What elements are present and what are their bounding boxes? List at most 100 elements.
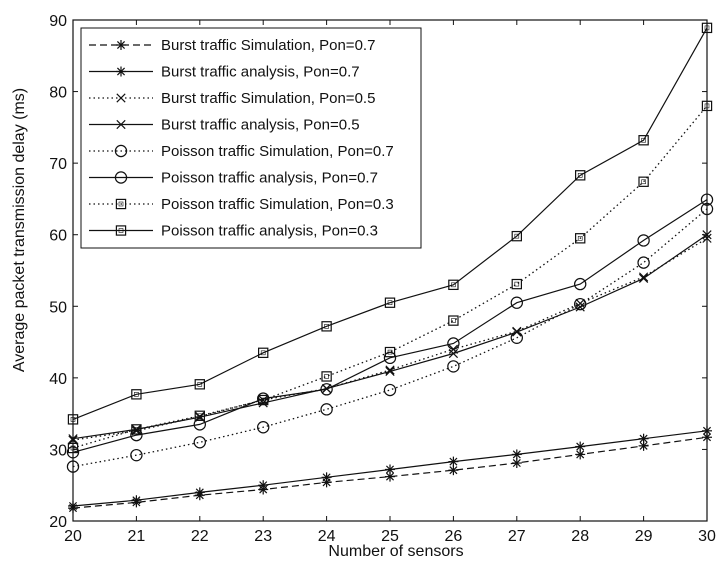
- y-axis-label: Average packet transmission delay (ms): [11, 88, 28, 372]
- data-point: [321, 371, 332, 382]
- data-point: [702, 233, 712, 243]
- legend-label: Poisson traffic Simulation, Pon=0.3: [161, 196, 394, 213]
- legend: Burst traffic Simulation, Pon=0.7 Burst t…: [80, 27, 422, 249]
- legend-entry: Burst traffic analysis, Pon=0.5: [89, 117, 360, 134]
- data-point: [702, 425, 712, 436]
- y-tick-label: 70: [49, 156, 67, 173]
- x-tick-label: 26: [445, 528, 463, 545]
- data-point: [447, 337, 460, 350]
- legend-entry: Burst traffic Simulation, Pon=0.5: [89, 90, 375, 107]
- legend-marker: [115, 225, 127, 236]
- y-tick-label: 50: [49, 299, 67, 316]
- series-3: [68, 233, 712, 445]
- data-point: [68, 500, 78, 511]
- data-point: [510, 296, 523, 309]
- x-tick-label: 25: [381, 528, 399, 545]
- data-point: [384, 297, 396, 308]
- data-point: [321, 321, 332, 332]
- legend-entry: Poisson traffic analysis, Pon=0.3: [89, 223, 378, 240]
- data-point: [701, 22, 713, 34]
- legend-entry: Poisson traffic Simulation, Pon=0.3: [89, 196, 394, 213]
- data-point: [574, 277, 587, 291]
- series-8: [67, 22, 713, 425]
- x-axis-label: Number of sensors: [328, 543, 463, 560]
- legend-marker: [114, 144, 128, 158]
- y-tick-label: 40: [49, 371, 67, 388]
- data-point: [384, 346, 396, 358]
- data-point: [575, 302, 585, 312]
- data-point: [258, 480, 269, 491]
- legend-entry: Poisson traffic Simulation, Pon=0.7: [89, 143, 394, 160]
- data-point: [194, 379, 205, 390]
- x-tick-label: 21: [128, 528, 146, 545]
- x-tick-label: 22: [191, 528, 209, 545]
- data-point: [194, 487, 205, 498]
- x-tick-label: 23: [254, 528, 272, 545]
- legend-label: Poisson traffic Simulation, Pon=0.7: [161, 143, 394, 160]
- data-point: [320, 403, 333, 416]
- data-point: [574, 297, 587, 311]
- legend-label: Burst traffic analysis, Pon=0.7: [161, 64, 360, 81]
- data-point: [637, 234, 650, 247]
- data-point: [193, 418, 206, 431]
- data-point: [638, 176, 649, 187]
- x-tick-label: 28: [571, 528, 589, 545]
- series-line: [72, 105, 708, 449]
- y-tick-label: 60: [49, 228, 67, 245]
- data-point: [511, 230, 523, 242]
- legend-label: Burst traffic Simulation, Pon=0.5: [161, 90, 375, 107]
- legend-label: Burst traffic analysis, Pon=0.5: [161, 117, 360, 134]
- data-point: [701, 100, 713, 112]
- series-5: [66, 202, 714, 473]
- data-point: [511, 278, 523, 290]
- series-line: [72, 199, 708, 453]
- series-6: [66, 193, 714, 459]
- data-point: [448, 279, 459, 291]
- y-tick-label: 20: [49, 514, 67, 531]
- data-point: [575, 441, 586, 452]
- data-point: [637, 256, 650, 269]
- legend-box: [80, 27, 422, 249]
- data-point: [131, 424, 142, 435]
- legend-marker: [116, 66, 126, 77]
- data-point: [638, 273, 649, 283]
- legend-marker: [116, 119, 126, 130]
- data-point: [258, 394, 269, 406]
- series-line: [72, 27, 708, 420]
- data-point: [448, 456, 459, 467]
- x-tick-label: 30: [698, 528, 716, 545]
- data-point: [321, 472, 332, 483]
- x-tick-label: 24: [318, 528, 336, 545]
- data-point: [131, 389, 142, 400]
- data-point: [66, 460, 80, 473]
- data-point: [383, 351, 397, 365]
- legend-label: Poisson traffic analysis, Pon=0.7: [161, 170, 378, 187]
- legend-label: Poisson traffic analysis, Pon=0.3: [161, 223, 378, 240]
- data-point: [193, 436, 206, 449]
- data-point: [130, 448, 143, 462]
- y-tick-label: 30: [49, 442, 67, 459]
- data-point: [385, 471, 395, 482]
- series-line: [72, 436, 708, 509]
- data-point: [385, 464, 395, 475]
- data-point: [68, 434, 78, 444]
- x-tick-label: 20: [64, 528, 82, 545]
- data-point: [130, 428, 143, 442]
- legend-entry: Burst traffic analysis, Pon=0.7: [89, 64, 360, 81]
- series-4: [68, 230, 712, 444]
- legend-marker: [116, 93, 126, 103]
- legend-marker: [115, 198, 127, 210]
- x-tick-label: 29: [635, 528, 653, 545]
- legend-entry: Poisson traffic analysis, Pon=0.7: [89, 170, 378, 187]
- data-point: [131, 495, 142, 506]
- y-tick-label: 80: [49, 85, 67, 102]
- plot-series: [66, 22, 714, 514]
- data-point: [700, 202, 714, 216]
- data-point: [321, 383, 332, 394]
- data-point: [638, 433, 649, 444]
- data-point: [511, 449, 522, 460]
- data-point: [448, 348, 459, 359]
- data-point: [67, 414, 79, 425]
- legend-marker: [116, 40, 126, 50]
